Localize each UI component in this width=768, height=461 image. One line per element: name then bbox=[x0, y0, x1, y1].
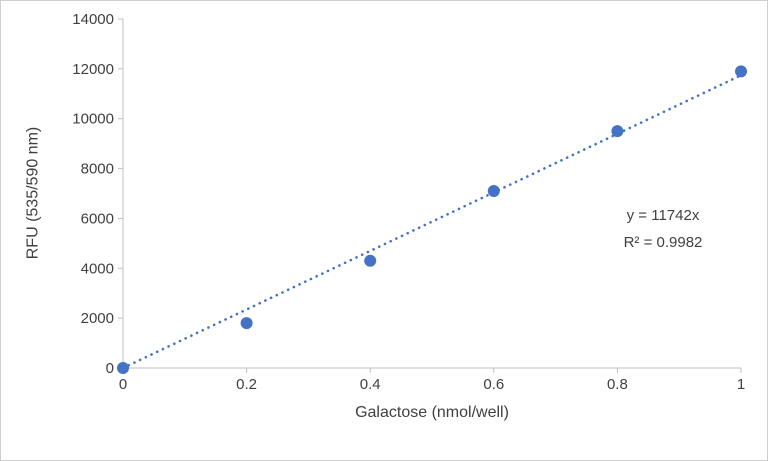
trendline-r-squared-label: R² = 0.9982 bbox=[623, 234, 703, 251]
trendline-equation-label: y = 11742x bbox=[626, 207, 700, 224]
x-tick-label: 0.8 bbox=[607, 376, 628, 393]
y-tick-label: 4000 bbox=[81, 260, 114, 277]
data-point bbox=[487, 185, 500, 198]
x-tick-label: 0 bbox=[119, 376, 127, 393]
data-point bbox=[240, 317, 253, 330]
trendline-annotation: y = 11742x R² = 0.9982 bbox=[593, 202, 733, 256]
y-tick-label: 14000 bbox=[72, 11, 114, 28]
x-tick-label: 0.2 bbox=[236, 376, 257, 393]
x-axis-title: Galactose (nmol/well) bbox=[355, 404, 509, 421]
x-tick-label: 0.6 bbox=[483, 376, 504, 393]
y-tick-label: 6000 bbox=[81, 210, 114, 227]
data-point bbox=[735, 65, 747, 78]
x-tick-label: 1 bbox=[737, 376, 745, 393]
y-tick-label: 8000 bbox=[81, 161, 114, 178]
y-axis-title: RFU (535/590 nm) bbox=[24, 126, 42, 260]
y-tick-label: 12000 bbox=[72, 61, 114, 78]
x-tick-label: 0.4 bbox=[360, 376, 381, 393]
y-tick-label: 10000 bbox=[72, 111, 114, 128]
trendline bbox=[121, 73, 743, 370]
data-point bbox=[364, 254, 377, 267]
data-point bbox=[611, 125, 624, 138]
data-point bbox=[117, 362, 129, 374]
y-tick-label: 0 bbox=[106, 360, 114, 377]
y-tick-label: 2000 bbox=[81, 310, 114, 327]
